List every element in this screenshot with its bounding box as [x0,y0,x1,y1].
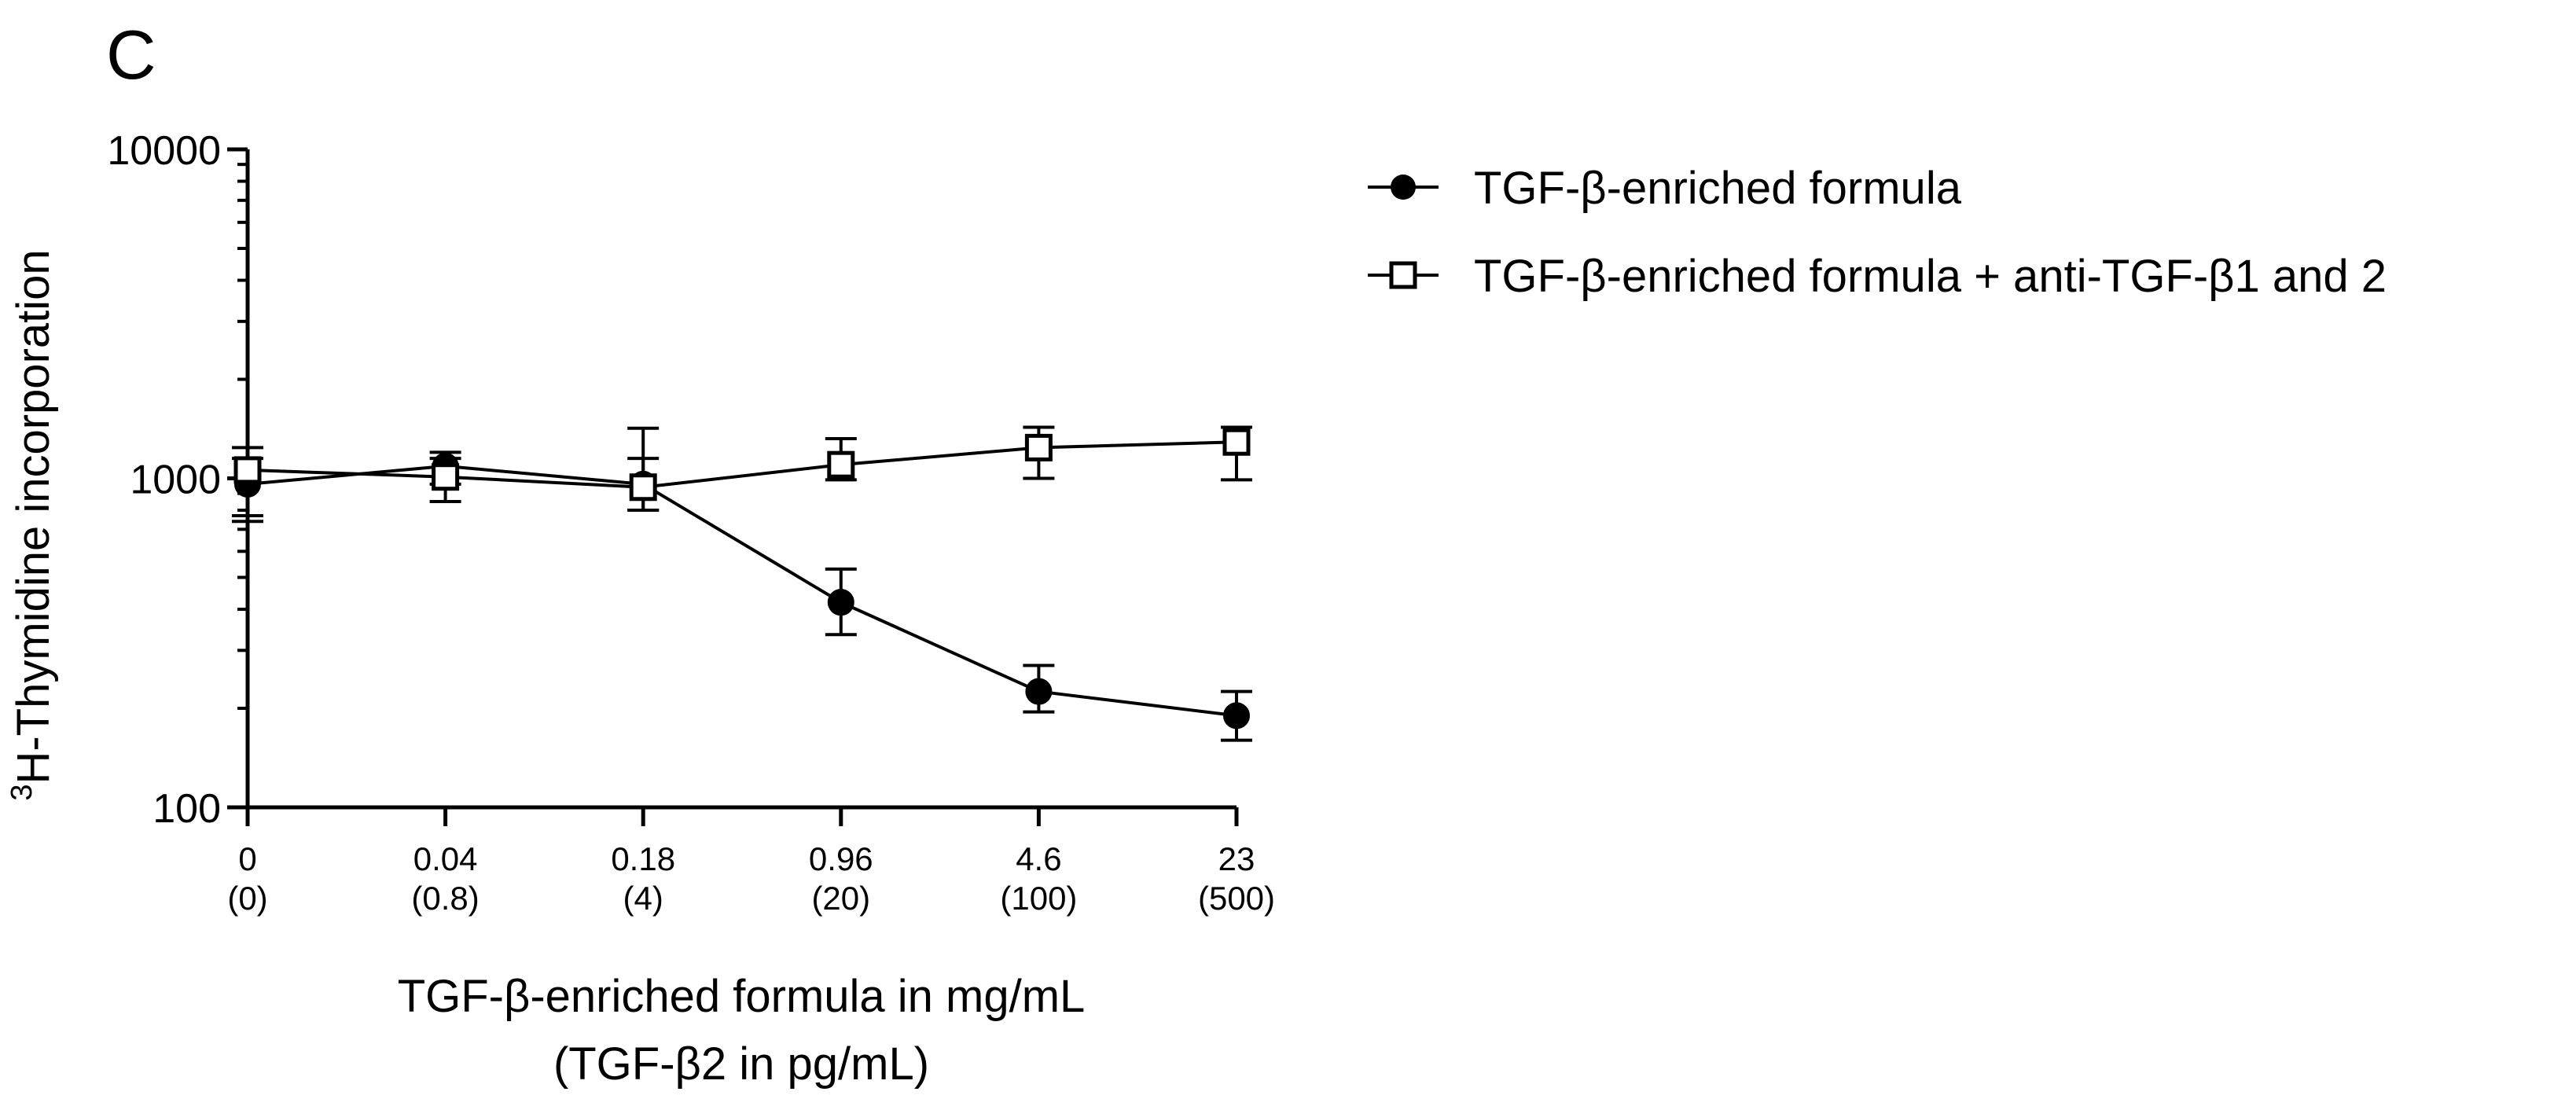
x-tick-label-secondary: (0) [227,880,267,917]
x-tick-label: 0.04 [413,840,478,877]
x-axis: 0(0) 0.04(0.8) 0.18(4) 0.96(20) 4.6(100) 23(5… [227,805,1275,917]
series-formula-point [1025,678,1053,705]
y-tick-label: 100 [153,786,221,832]
x-tick-label: 23 [1218,840,1255,877]
x-tick-label: 0.96 [809,840,873,877]
x-tick-label-secondary: (4) [623,880,663,917]
y-tick-label: 10000 [107,128,221,174]
x-tick-label: 0.18 [611,840,675,877]
y-tick-label: 1000 [130,458,221,503]
legend-item-formula-anti-tgf-marker [1389,261,1417,289]
legend-item-formula: TGF-β-enriched formula [1368,163,1962,214]
panel-label: C [106,16,156,94]
y-axis-title-superscript: 3 [6,785,39,801]
x-tick-label: 0 [238,840,256,877]
series-formula-point [827,589,854,616]
series-formula [232,450,1252,742]
y-axis: 100 1000 10000 [107,128,250,832]
x-tick-label: 4.6 [1016,840,1061,877]
series-formula-anti-tgf-point [1222,428,1251,456]
series-formula-anti-tgf-point [432,463,460,491]
legend-item-formula-anti-tgf: TGF-β-enriched formula + anti-TGF-β1 and… [1368,251,2387,302]
x-tick-label-secondary: (500) [1198,880,1275,917]
series-formula-anti-tgf-line [247,440,1237,489]
series-formula-anti-tgf-point [629,473,657,502]
legend: TGF-β-enriched formula TGF-β-enriched for… [1368,163,2387,302]
series-formula-anti-tgf [232,425,1252,518]
series-formula-anti-tgf-point [1024,433,1053,461]
legend-item-formula-anti-tgf-label: TGF-β-enriched formula + anti-TGF-β1 and… [1474,251,2387,302]
series-formula-anti-tgf-point [233,456,262,484]
series-layer [232,425,1252,742]
legend-item-formula-label: TGF-β-enriched formula [1474,163,1962,214]
series-formula-point [1223,702,1250,730]
x-axis-title-line2: (TGF-β2 in pg/mL) [553,1038,929,1090]
legend-item-formula-marker [1391,175,1416,200]
x-tick-label-secondary: (0.8) [411,880,479,917]
x-tick-label-secondary: (20) [811,880,870,917]
x-tick-label-secondary: (100) [1000,880,1077,917]
series-formula-line [247,464,1237,718]
series-formula-anti-tgf-point [827,450,855,479]
svg-text:3H-Thymidine incorporation: 3H-Thymidine incorporation [6,249,59,800]
x-axis-title-line1: TGF-β-enriched formula in mg/mL [398,971,1086,1022]
y-axis-title: 3H-Thymidine incorporation [6,249,59,800]
y-axis-title-text: H-Thymidine incorporation [8,249,59,784]
